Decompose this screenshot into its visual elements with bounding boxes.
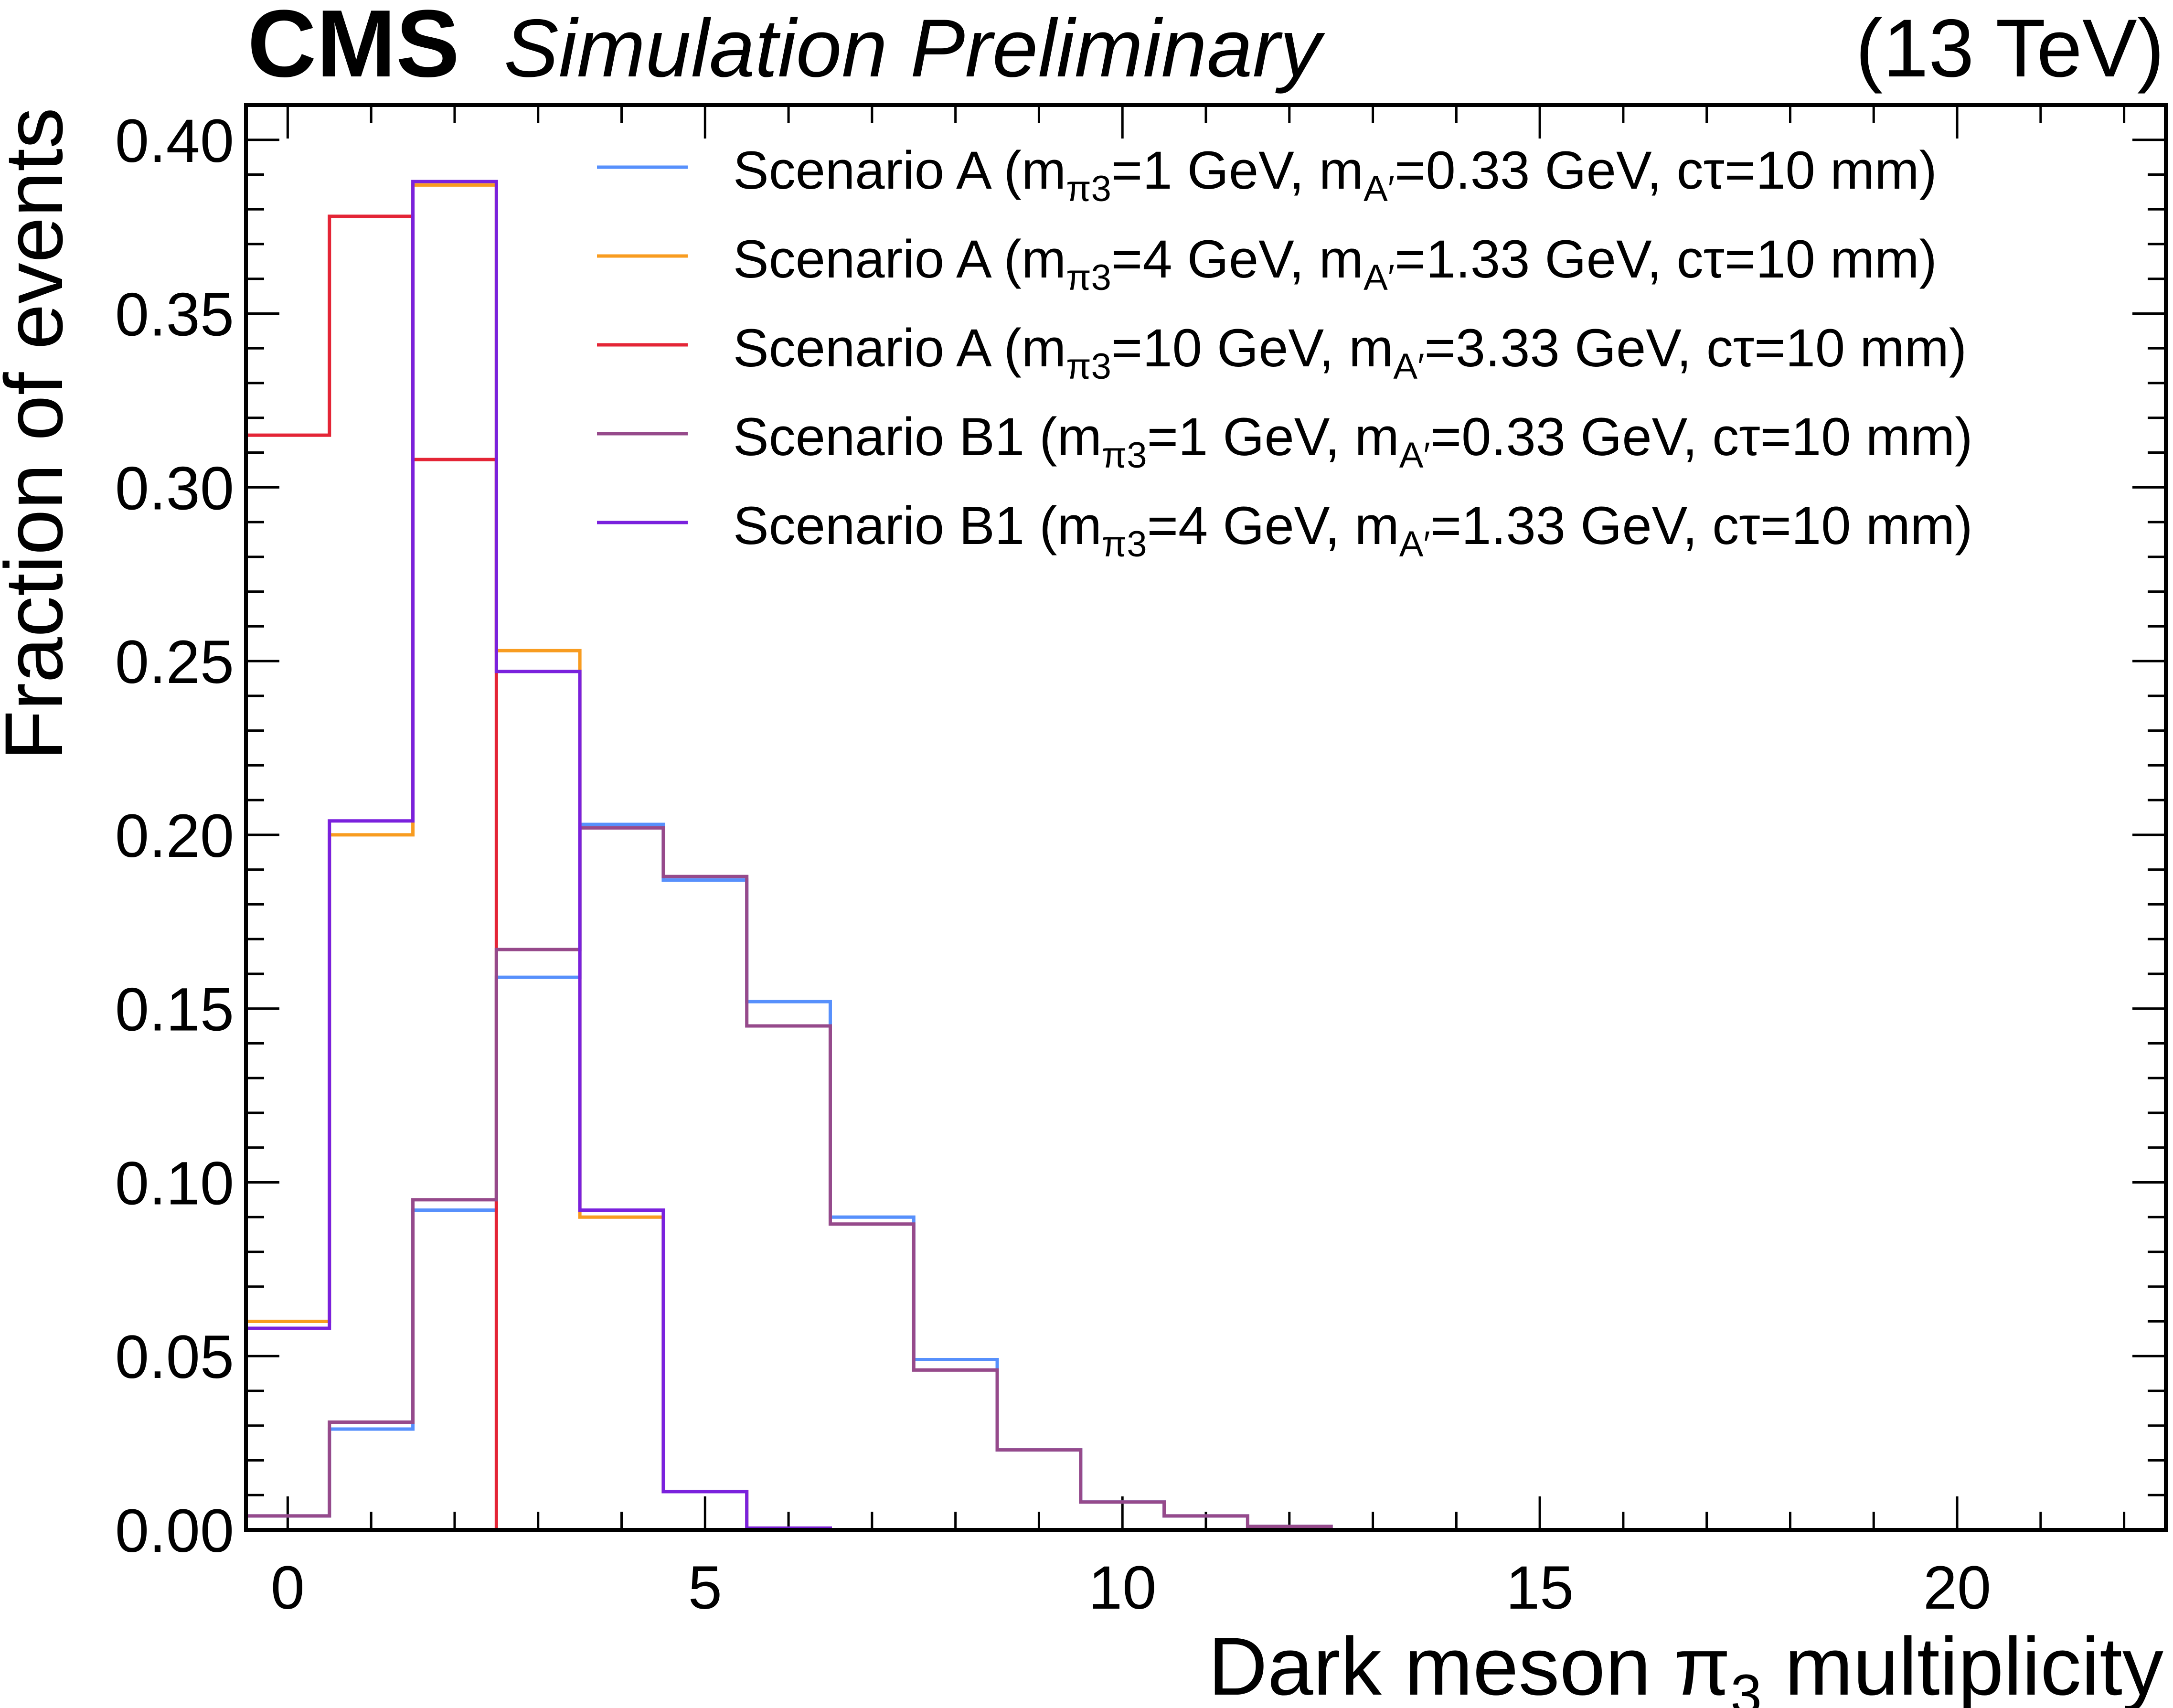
legend-text-part: =0.33 GeV, cτ=10 mm) (1430, 407, 1973, 467)
experiment-label: CMS (247, 0, 459, 97)
x-axis-label-tail: multiplicity (1762, 1621, 2163, 1708)
legend-text-part: =1 GeV, m (1111, 140, 1363, 200)
energy-label: (13 TeV) (1855, 2, 2164, 94)
legend-text-part: π3 (1066, 169, 1111, 209)
x-tick-label: 20 (1923, 1554, 1991, 1622)
legend-text-part: Scenario A (m (733, 229, 1066, 289)
x-tick-label: 5 (688, 1554, 722, 1622)
legend-text-part: A′ (1399, 524, 1430, 565)
legend-text-part: Scenario A (m (733, 318, 1066, 378)
x-tick-label: 15 (1506, 1554, 1574, 1622)
y-tick-label: 0.05 (115, 1323, 234, 1391)
x-axis-label: Dark meson π3 multiplicity (1208, 1621, 2163, 1708)
legend-text-part: =1.33 GeV, cτ=10 mm) (1395, 229, 1937, 289)
legend-text-part: =4 GeV, m (1111, 229, 1363, 289)
legend-entry-2: Scenario A (mπ3=4 GeV, mA′=1.33 GeV, cτ=… (733, 229, 1937, 298)
legend-text-part: A′ (1363, 169, 1395, 209)
legend-text-part: A′ (1363, 257, 1395, 298)
x-axis-label-main: Dark meson π (1208, 1621, 1731, 1708)
y-tick-label: 0.35 (115, 281, 234, 349)
legend-text-part: =1.33 GeV, cτ=10 mm) (1430, 496, 1973, 555)
legend-text-part: π3 (1066, 346, 1111, 387)
plot-frame (244, 103, 2168, 1532)
legend: Scenario A (mπ3=1 GeV, mA′=0.33 GeV, cτ=… (597, 140, 1973, 565)
x-tick-label: 10 (1088, 1554, 1156, 1622)
y-tick-label: 0.30 (115, 454, 234, 523)
x-tick-label: 0 (271, 1554, 305, 1622)
axis-ticks (246, 104, 2166, 1531)
legend-text-part: Scenario B1 (m (733, 407, 1102, 467)
legend-text-part: A′ (1393, 346, 1424, 387)
legend-text-part: π3 (1066, 257, 1111, 298)
y-tick-label: 0.40 (115, 107, 234, 175)
series-step-4 (244, 826, 1333, 1530)
legend-text-part: Scenario B1 (m (733, 496, 1102, 555)
status-label: Simulation Preliminary (504, 2, 1325, 94)
legend-text-part: π3 (1102, 435, 1147, 476)
x-axis-label-sub: 3 (1730, 1663, 1762, 1708)
legend-text-part: Scenario A (m (733, 140, 1066, 200)
legend-entry-5: Scenario B1 (mπ3=4 GeV, mA′=1.33 GeV, cτ… (733, 496, 1973, 565)
y-tick-label: 0.25 (115, 628, 234, 696)
legend-text-part: π3 (1102, 524, 1147, 565)
y-tick-label: 0.15 (115, 976, 234, 1044)
y-tick-label: 0.10 (115, 1149, 234, 1217)
y-axis-label: Fraction of events (0, 107, 80, 760)
legend-entry-3: Scenario A (mπ3=10 GeV, mA′=3.33 GeV, cτ… (733, 318, 1967, 387)
legend-text-part: =1 GeV, m (1147, 407, 1399, 467)
legend-entry-1: Scenario A (mπ3=1 GeV, mA′=0.33 GeV, cτ=… (733, 140, 1937, 209)
y-tick-label: 0.20 (115, 802, 234, 870)
legend-text-part: =3.33 GeV, cτ=10 mm) (1424, 318, 1967, 378)
axis-tick-labels: 0 5 10 15 20 0.00 0.05 0.10 0.15 0.20 0.25 0.30 0.35… (115, 107, 1991, 1622)
legend-text-part: =10 GeV, m (1111, 318, 1393, 378)
y-tick-label: 0.00 (115, 1497, 234, 1565)
legend-text-part: =4 GeV, m (1147, 496, 1399, 555)
legend-text-part: =0.33 GeV, cτ=10 mm) (1395, 140, 1937, 200)
legend-entry-4: Scenario B1 (mπ3=1 GeV, mA′=0.33 GeV, cτ… (733, 407, 1973, 476)
legend-text-part: A′ (1399, 435, 1430, 476)
